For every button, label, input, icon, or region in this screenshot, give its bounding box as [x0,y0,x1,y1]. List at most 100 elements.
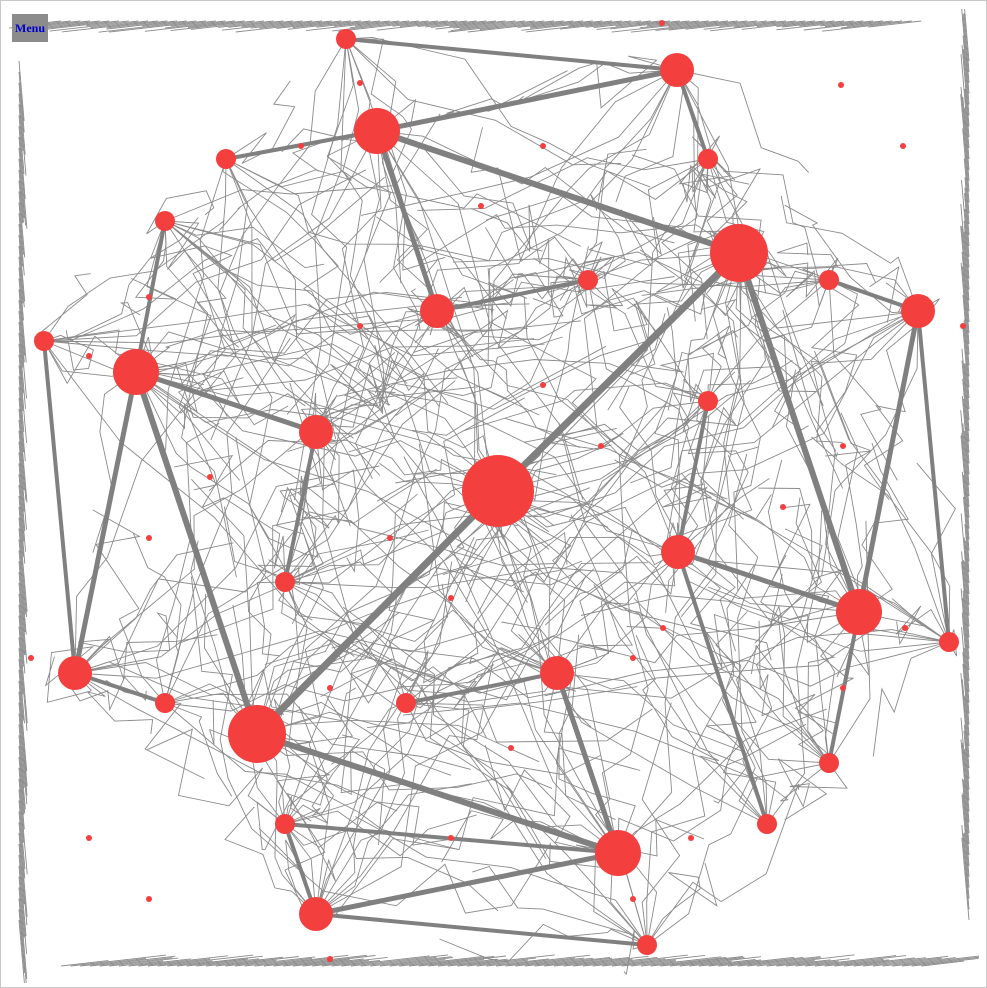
graph-node[interactable] [595,830,641,876]
fine-edge [315,568,595,915]
graph-leaf-node[interactable] [598,443,604,449]
graph-leaf-node[interactable] [86,835,92,841]
graph-edge [133,369,319,435]
fine-edge [164,220,519,527]
graph-node[interactable] [336,29,356,49]
graph-node[interactable] [228,705,286,763]
fine-edge [18,593,25,656]
graph-canvas[interactable] [9,9,979,983]
graph-node[interactable] [275,814,295,834]
graph-node[interactable] [901,294,935,328]
fine-edge [593,20,651,28]
graph-leaf-node[interactable] [960,323,966,329]
fine-edge [592,954,688,967]
graph-leaf-node[interactable] [540,143,546,149]
fine-edge [863,955,949,967]
fine-edge [167,960,213,967]
graph-node[interactable] [698,391,718,411]
graph-node[interactable] [299,897,333,931]
graph-leaf-node[interactable] [448,595,454,601]
graph-node[interactable] [396,693,416,713]
graph-node[interactable] [155,693,175,713]
fine-edge [44,646,95,703]
graph-node[interactable] [34,331,54,351]
graph-node[interactable] [698,149,718,169]
fine-edge [405,531,568,704]
fine-edge [776,20,825,27]
fine-edge [43,335,205,386]
fine-edge [118,960,164,967]
graph-leaf-node[interactable] [838,82,844,88]
graph-node[interactable] [462,455,534,527]
graph-node[interactable] [660,53,694,87]
graph-leaf-node[interactable] [327,956,333,962]
graph-node[interactable] [155,211,175,231]
graph-leaf-node[interactable] [478,203,484,209]
fine-edge [568,252,740,521]
graph-node[interactable] [420,294,454,328]
graph-leaf-node[interactable] [630,896,636,902]
graph-leaf-node[interactable] [780,504,786,510]
fine-edge [665,252,742,613]
graph-node[interactable] [58,656,92,690]
fine-edge [741,20,816,30]
graph-leaf-node[interactable] [688,835,694,841]
graph-leaf-node[interactable] [146,535,152,541]
graph-node[interactable] [354,108,400,154]
graph-node[interactable] [540,656,574,690]
graph-node[interactable] [275,572,295,592]
graph-node[interactable] [836,589,882,635]
fine-edge [284,801,461,848]
fine-edge [962,294,970,366]
fine-edge [186,958,248,967]
fine-edge [284,480,527,825]
graph-leaf-node[interactable] [357,80,363,86]
fine-edge [18,408,28,503]
graph-node[interactable] [710,224,768,282]
fine-edge [146,728,286,825]
graph-leaf-node[interactable] [28,655,34,661]
graph-node[interactable] [819,270,839,290]
graph-node[interactable] [819,753,839,773]
fine-edge [785,958,850,967]
graph-leaf-node[interactable] [630,655,636,661]
graph-leaf-node[interactable] [387,535,393,541]
graph-leaf-node[interactable] [146,294,152,300]
graph-leaf-node[interactable] [146,896,152,902]
graph-node[interactable] [757,814,777,834]
menu-button[interactable]: Menu [12,14,48,42]
fine-edge [963,537,970,594]
graph-node[interactable] [661,535,695,569]
fine-edge [573,958,633,967]
graph-node[interactable] [216,149,236,169]
graph-leaf-node[interactable] [659,20,665,26]
graph-node[interactable] [637,935,657,955]
fine-edge [417,157,709,211]
graph-leaf-node[interactable] [86,353,92,359]
graph-node[interactable] [578,270,598,290]
graph-leaf-node[interactable] [357,323,363,329]
graph-leaf-node[interactable] [840,685,846,691]
graph-leaf-node[interactable] [660,625,666,631]
fine-edge [350,642,648,946]
graph-leaf-node[interactable] [902,625,908,631]
graph-leaf-node[interactable] [298,143,304,149]
fine-edge [477,272,589,318]
fine-edge [872,641,950,757]
fine-edge [74,612,179,674]
fine-edge [962,325,970,399]
fine-edge [321,960,369,967]
fine-edge [963,496,970,562]
graph-leaf-node[interactable] [207,474,213,480]
graph-node[interactable] [939,632,959,652]
graph-leaf-node[interactable] [900,143,906,149]
graph-leaf-node[interactable] [327,685,333,691]
graph-leaf-node[interactable] [840,443,846,449]
fine-edge [960,54,970,149]
graph-node[interactable] [299,415,333,449]
graph-svg[interactable] [9,9,979,983]
graph-leaf-node[interactable] [448,835,454,841]
graph-leaf-node[interactable] [540,382,546,388]
graph-leaf-node[interactable] [508,745,514,751]
graph-node[interactable] [113,349,159,395]
